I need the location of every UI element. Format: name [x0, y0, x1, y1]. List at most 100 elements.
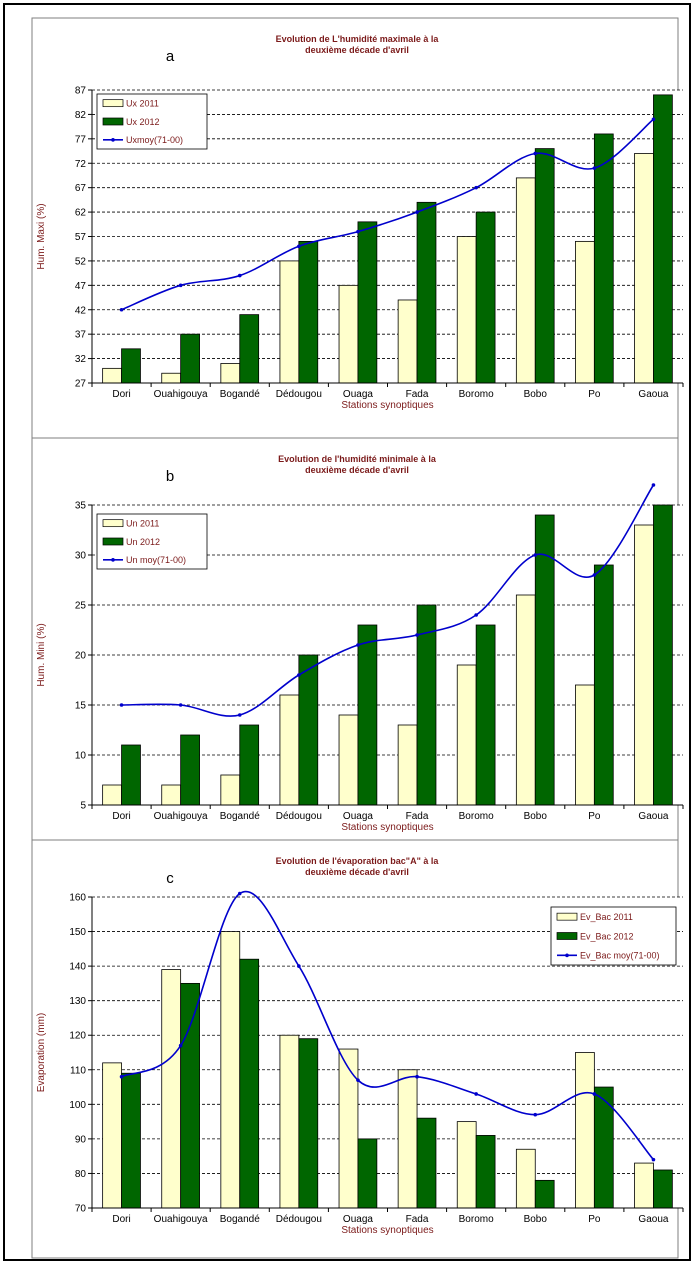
mean-point	[297, 244, 301, 249]
bar-2011	[279, 260, 300, 384]
bar-2012	[653, 504, 673, 806]
y-tick-label: 57	[75, 232, 87, 243]
bar-2011	[515, 594, 536, 806]
bar-2011	[161, 372, 182, 384]
bar-2011	[279, 694, 300, 806]
panel-letter: c	[166, 870, 174, 887]
mean-point	[592, 1092, 597, 1096]
y-tick-label: 5	[80, 801, 86, 812]
bar-2012	[357, 624, 378, 806]
mean-point	[356, 643, 360, 647]
y-tick-label: 150	[69, 927, 86, 938]
x-tick-label: Ouahigouya	[154, 1214, 208, 1225]
bar-2012	[534, 1179, 555, 1209]
y-tick-label: 110	[70, 1065, 86, 1076]
x-tick-label: Bobo	[524, 1214, 548, 1225]
x-tick-label: Gaoua	[638, 1214, 668, 1225]
mean-point	[415, 210, 419, 214]
mean-point	[178, 1043, 183, 1048]
legend-swatch-2011	[102, 519, 124, 528]
bar-2011	[102, 1062, 122, 1209]
legend-swatch-2012	[556, 932, 578, 940]
x-tick-label: Fada	[406, 389, 429, 400]
mean-line	[121, 118, 654, 311]
bar-2011	[338, 1048, 359, 1209]
y-tick-label: 20	[75, 651, 87, 662]
bar-2012	[475, 624, 496, 806]
legend-swatch-mean-point	[565, 953, 569, 958]
chart-title-line1: Evolution de l'humidité minimale à la	[278, 454, 437, 464]
bar-2012	[298, 240, 319, 384]
y-tick-label: 52	[75, 256, 87, 267]
legend-swatch-2011	[102, 99, 124, 108]
bar-2011	[634, 153, 654, 384]
bar-2012	[357, 221, 378, 384]
bar-2011	[220, 774, 241, 806]
y-tick-label: 77	[75, 134, 87, 145]
x-tick-label: Po	[588, 811, 601, 822]
bar-2012	[298, 654, 319, 806]
y-tick-label: 87	[75, 86, 87, 97]
panel-letter: a	[166, 48, 175, 65]
chart-title-line2: deuxième décade d'avril	[305, 45, 409, 55]
y-tick-label: 37	[75, 330, 87, 341]
y-tick-label: 15	[75, 701, 87, 712]
bar-2012	[475, 1135, 496, 1209]
legend-swatch-2011	[556, 912, 578, 921]
bar-2011	[397, 299, 418, 384]
y-tick-label: 140	[69, 962, 86, 973]
x-tick-label: Dédougou	[276, 1214, 322, 1225]
x-tick-label: Fada	[406, 811, 429, 822]
mean-point	[178, 703, 183, 707]
bar-2012	[475, 211, 496, 384]
x-tick-label: Bobo	[524, 811, 548, 822]
x-tick-label: Ouaga	[343, 811, 373, 822]
legend: Ux 2011 Ux 2012 Uxmoy(71-00)	[96, 93, 208, 150]
y-tick-label: 130	[69, 996, 86, 1007]
chart-title-line1: Evolution de L'humidité maximale à la	[276, 34, 440, 44]
legend-label: Uxmoy(71-00)	[126, 135, 183, 145]
bar-2011	[515, 1148, 536, 1209]
bar-2011	[456, 236, 477, 384]
x-tick-label: Dédougou	[276, 389, 322, 400]
y-tick-label: 160	[69, 893, 86, 904]
y-tick-label: 27	[75, 379, 87, 390]
chart-b: 5 10 15 20 25 30 35 Dori Ouahigouya Bogandé Dédoug…	[31, 437, 684, 841]
mean-point	[474, 185, 478, 190]
mean-point	[474, 1092, 478, 1096]
legend-label: Ev_Bac 2012	[580, 931, 634, 941]
x-tick-label: Bogandé	[220, 1214, 260, 1225]
bar-2011	[102, 367, 122, 384]
y-tick-label: 90	[75, 1134, 87, 1145]
bar-2012	[298, 1038, 319, 1209]
y-tick-label: 70	[75, 1204, 87, 1215]
legend: Ev_Bac 2011 Ev_Bac 2012 Ev_Bac moy(71-00)	[550, 906, 677, 966]
y-axis-title: Evaporation (mm)	[36, 1013, 47, 1092]
bar-2011	[575, 240, 595, 384]
y-tick-label: 47	[75, 281, 87, 292]
legend: Un 2011 Un 2012 Un moy(71-00)	[96, 513, 208, 570]
chart-title-line2: deuxième décade d'avril	[305, 465, 409, 475]
bar-2012	[416, 201, 437, 384]
bar-2012	[534, 148, 555, 384]
y-tick-label: 62	[75, 208, 87, 219]
x-tick-label: Gaoua	[638, 811, 668, 822]
y-tick-label: 25	[75, 601, 87, 612]
legend-label: Un moy(71-00)	[126, 555, 186, 565]
x-tick-label: Ouahigouya	[154, 811, 208, 822]
bar-2012	[239, 314, 260, 384]
bar-2011	[397, 724, 418, 806]
y-tick-label: 42	[75, 305, 87, 316]
x-tick-label: Boromo	[459, 811, 494, 822]
legend-label: Ux 2012	[126, 117, 160, 127]
bar-2011	[220, 363, 241, 384]
bar-2011	[220, 931, 241, 1209]
mean-point	[474, 613, 478, 617]
x-axis-title: Stations synoptiques	[341, 400, 433, 411]
x-tick-label: Ouaga	[343, 1214, 373, 1225]
y-tick-label: 82	[75, 110, 87, 121]
x-axis-title: Stations synoptiques	[341, 1225, 433, 1236]
y-tick-label: 35	[75, 501, 87, 512]
bar-2012	[593, 133, 614, 384]
